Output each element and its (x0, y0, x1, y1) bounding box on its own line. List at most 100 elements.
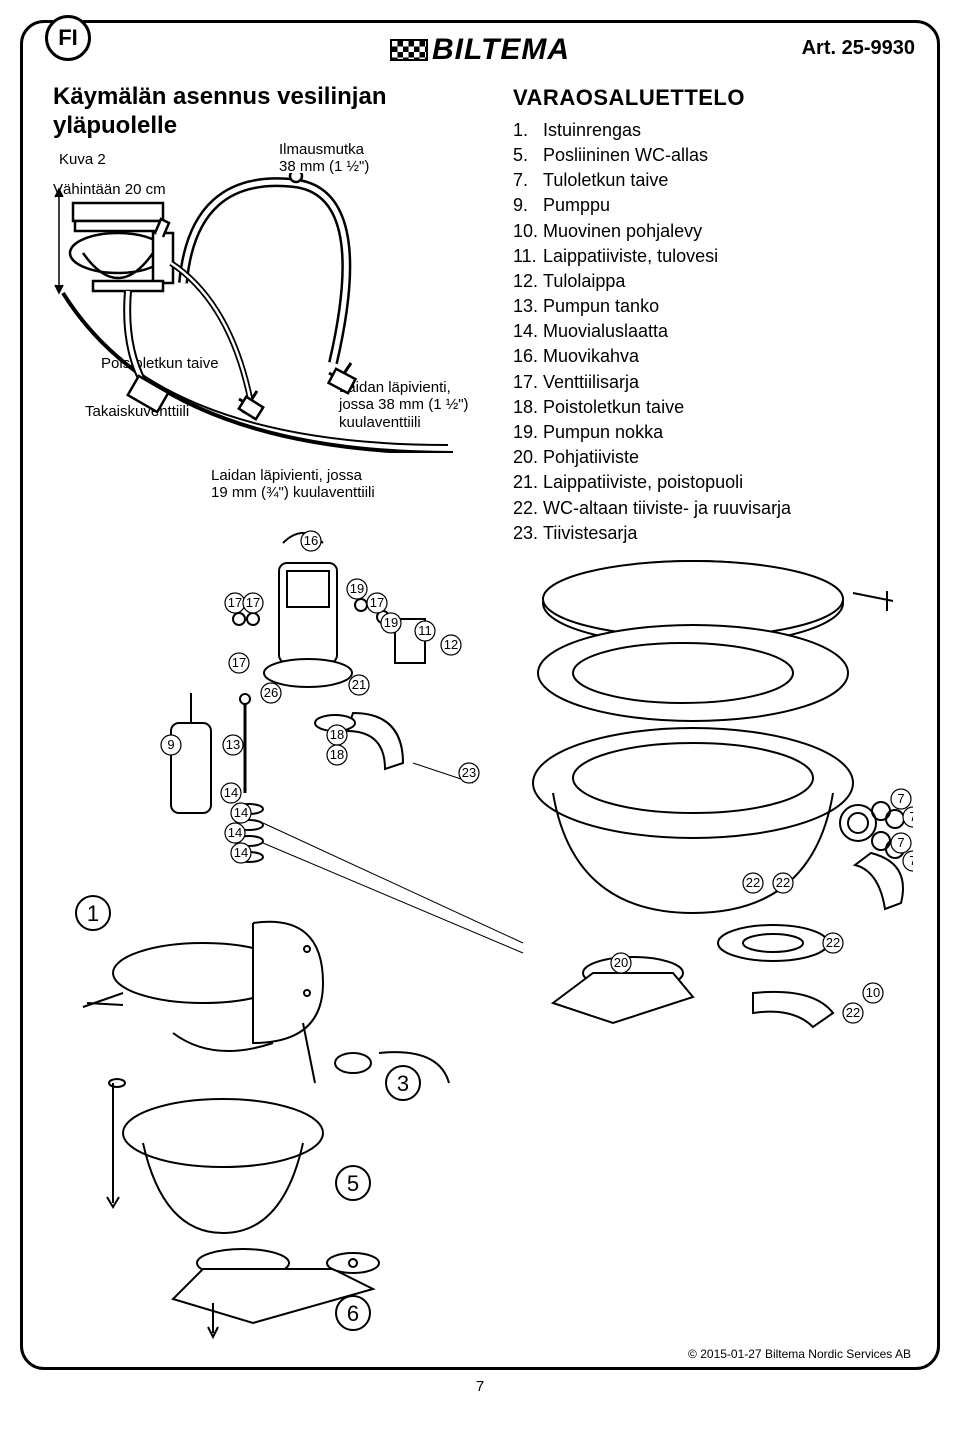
callout-10: 10 (866, 985, 880, 1000)
callout-5: 5 (347, 1171, 359, 1196)
part-number: 13. (513, 294, 543, 319)
installation-diagram (53, 173, 473, 453)
part-number: 11. (513, 244, 543, 269)
page-number: 7 (0, 1378, 960, 1444)
part-number: 9. (513, 193, 543, 218)
brand-text: BILTEMA (432, 33, 570, 66)
part-number: 22. (513, 496, 543, 521)
callout-6: 6 (347, 1301, 359, 1326)
part-number: 16. (513, 344, 543, 369)
part-name: Tuloletkun taive (543, 168, 668, 193)
parts-list-row: 19.Pumpun nokka (513, 420, 913, 445)
part-name: Laippatiiviste, poistopuoli (543, 470, 743, 495)
callout-7: 7 (897, 791, 904, 806)
part-number: 21. (513, 470, 543, 495)
part-name: Tulolaippa (543, 269, 625, 294)
page-frame: FI BILTEMA Art. 25-9930 Käymälän asennus… (20, 20, 940, 1370)
thruhull-19-l2: 19 mm (¾") kuulaventtiili (211, 484, 375, 501)
callout-18: 18 (330, 727, 344, 742)
part-name: Venttiilisarja (543, 370, 639, 395)
callout-17: 17 (228, 595, 242, 610)
parts-list-row: 5.Posliininen WC-allas (513, 143, 913, 168)
parts-list: VARAOSALUETTELO 1.Istuinrengas5.Posliini… (513, 83, 913, 546)
callout-7: 7 (897, 835, 904, 850)
parts-list-row: 10.Muovinen pohjalevy (513, 219, 913, 244)
part-number: 17. (513, 370, 543, 395)
part-number: 7. (513, 168, 543, 193)
callout-12: 12 (444, 637, 458, 652)
part-name: Muovinen pohjalevy (543, 219, 702, 244)
part-number: 5. (513, 143, 543, 168)
parts-list-row: 14.Muovialuslaatta (513, 319, 913, 344)
part-number: 1. (513, 118, 543, 143)
copyright-footer: © 2015-01-27 Biltema Nordic Services AB (688, 1347, 911, 1361)
part-number: 20. (513, 445, 543, 470)
callout-19: 19 (384, 615, 398, 630)
part-name: Istuinrengas (543, 118, 641, 143)
parts-list-row: 11.Laippatiiviste, tulovesi (513, 244, 913, 269)
parts-list-row: 17.Venttiilisarja (513, 370, 913, 395)
callout-14: 14 (234, 845, 248, 860)
page-title: Käymälän asennus vesilinjan yläpuolelle (53, 83, 473, 141)
thruhull-19-l1: Laidan läpivienti, jossa (211, 467, 362, 484)
callout-7: 7 (909, 853, 913, 868)
part-number: 14. (513, 319, 543, 344)
part-name: Muovikahva (543, 344, 639, 369)
vent-loop-label: Ilmausmutka 38 mm (1 ½") (279, 141, 369, 176)
callout-22: 22 (846, 1005, 860, 1020)
part-name: Poistoletkun taive (543, 395, 684, 420)
callout-14: 14 (224, 785, 238, 800)
callout-3: 3 (397, 1071, 409, 1096)
callout-19: 19 (350, 581, 364, 596)
callout-9: 9 (167, 737, 174, 752)
part-name: Pumpun nokka (543, 420, 663, 445)
parts-list-row: 22.WC-altaan tiiviste- ja ruuvisarja (513, 496, 913, 521)
parts-list-row: 18.Poistoletkun taive (513, 395, 913, 420)
exploded-diagram: 1617171719171911122621913181823141414147… (53, 523, 913, 1343)
callout-22: 22 (776, 875, 790, 890)
part-name: Muovialuslaatta (543, 319, 668, 344)
callout-16: 16 (304, 533, 318, 548)
parts-list-row: 7.Tuloletkun taive (513, 168, 913, 193)
figure2-label: Kuva 2 (59, 151, 106, 168)
callout-13: 13 (226, 737, 240, 752)
parts-list-row: 21.Laippatiiviste, poistopuoli (513, 470, 913, 495)
part-number: 12. (513, 269, 543, 294)
part-name: Pumpun tanko (543, 294, 659, 319)
checker-icon (390, 39, 428, 61)
callout-14: 14 (228, 825, 242, 840)
part-name: Pohjatiiviste (543, 445, 639, 470)
parts-list-row: 13.Pumpun tanko (513, 294, 913, 319)
part-name: WC-altaan tiiviste- ja ruuvisarja (543, 496, 791, 521)
part-name: Laippatiiviste, tulovesi (543, 244, 718, 269)
callout-17: 17 (370, 595, 384, 610)
brand-logo: BILTEMA (23, 33, 937, 67)
callout-7: 7 (909, 809, 913, 824)
thruhull-19-label: Laidan läpivienti, jossa 19 mm (¾") kuul… (211, 467, 375, 502)
parts-list-row: 1.Istuinrengas (513, 118, 913, 143)
callout-17: 17 (232, 655, 246, 670)
part-number: 10. (513, 219, 543, 244)
parts-list-heading: VARAOSALUETTELO (513, 83, 913, 114)
part-name: Posliininen WC-allas (543, 143, 708, 168)
callout-23: 23 (462, 765, 476, 780)
parts-list-row: 16.Muovikahva (513, 344, 913, 369)
callout-20: 20 (614, 955, 628, 970)
article-number: Art. 25-9930 (802, 37, 915, 60)
callout-11: 11 (418, 623, 432, 638)
part-number: 18. (513, 395, 543, 420)
callout-14: 14 (234, 805, 248, 820)
callout-22: 22 (826, 935, 840, 950)
part-name: Pumppu (543, 193, 610, 218)
callout-1: 1 (87, 901, 99, 926)
vent-loop-l1: Ilmausmutka (279, 141, 364, 158)
callout-18: 18 (330, 747, 344, 762)
callout-21: 21 (352, 677, 366, 692)
callout-26: 26 (264, 685, 278, 700)
parts-list-row: 9.Pumppu (513, 193, 913, 218)
part-number: 19. (513, 420, 543, 445)
callout-17: 17 (246, 595, 260, 610)
parts-list-row: 20.Pohjatiiviste (513, 445, 913, 470)
callout-22: 22 (746, 875, 760, 890)
parts-list-row: 12.Tulolaippa (513, 269, 913, 294)
